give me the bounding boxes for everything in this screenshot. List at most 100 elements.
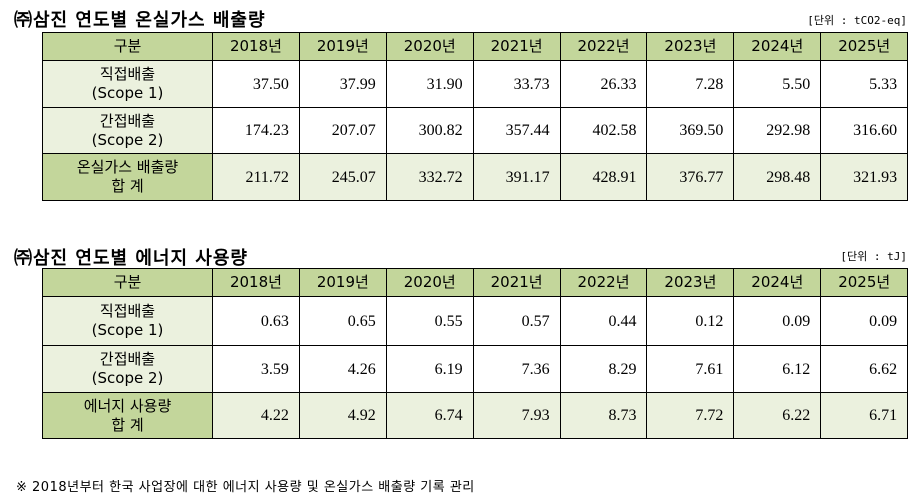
- row-label: 직접배출 (Scope 1): [42, 60, 213, 108]
- header-cell: 2023년: [646, 32, 735, 61]
- data-row: 직접배출 (Scope 1) 37.50 37.99 31.90 33.73 26.33 7.…: [42, 60, 909, 108]
- value-cell: 300.82: [385, 107, 474, 154]
- header-cell: 2018년: [212, 268, 300, 297]
- value-cell: 0.65: [298, 296, 387, 346]
- value-cell: 5.50: [733, 60, 822, 108]
- label-line: (Scope 1): [91, 84, 164, 102]
- value-cell: 292.98: [733, 107, 822, 154]
- value-cell: 7.72: [646, 392, 735, 439]
- header-cell: 2020년: [385, 268, 474, 297]
- label-line: 직접배출: [99, 302, 156, 320]
- table-title: ㈜삼진 연도별 온실가스 배출량: [14, 10, 266, 31]
- header-cell: 2018년: [212, 32, 300, 61]
- label-line: 간접배출: [99, 350, 156, 368]
- value-cell: 357.44: [472, 107, 561, 154]
- header-row: 구분 2018년 2019년 2020년 2021년 2022년 2023년 2024년 202…: [42, 268, 909, 297]
- data-row: 온실가스 배출량 합 계 211.72 245.07 332.72 391.17 428.9…: [42, 153, 909, 201]
- header-cell: 2019년: [298, 32, 387, 61]
- value-cell: 321.93: [820, 153, 909, 201]
- value-cell: 7.28: [646, 60, 735, 108]
- header-cell: 구분: [42, 32, 213, 61]
- data-table: 구분 2018년 2019년 2020년 2021년 2022년 2023년 2024년 202…: [42, 32, 909, 201]
- label-line: (Scope 2): [91, 130, 164, 149]
- value-cell: 6.71: [820, 392, 909, 439]
- header-cell: 2022년: [559, 268, 648, 297]
- value-cell: 332.72: [385, 153, 474, 201]
- value-cell: 0.44: [559, 296, 648, 346]
- header-cell: 2024년: [733, 32, 822, 61]
- value-cell: 6.19: [385, 345, 474, 393]
- label-line: 합 계: [111, 177, 144, 195]
- value-cell: 369.50: [646, 107, 735, 154]
- table-title: ㈜삼진 연도별 에너지 사용량: [14, 248, 248, 269]
- row-label: 간접배출 (Scope 2): [42, 107, 213, 154]
- value-cell: 0.12: [646, 296, 735, 346]
- label-line: 에너지 사용량: [83, 396, 172, 415]
- data-row: 간접배출 (Scope 2) 174.23 207.07 300.82 357.44 402…: [42, 107, 909, 154]
- value-cell: 0.55: [385, 296, 474, 346]
- unit-note: [단위 : tJ]: [840, 250, 907, 263]
- header-row: 구분 2018년 2019년 2020년 2021년 2022년 2023년 2024년 202…: [42, 32, 909, 61]
- row-label: 직접배출 (Scope 1): [42, 296, 213, 346]
- value-cell: 4.92: [298, 392, 387, 439]
- value-cell: 7.61: [646, 345, 735, 393]
- label-line: (Scope 1): [91, 321, 164, 339]
- value-cell: 33.73: [472, 60, 561, 108]
- value-cell: 207.07: [298, 107, 387, 154]
- value-cell: 298.48: [733, 153, 822, 201]
- header-cell: 2024년: [733, 268, 822, 297]
- value-cell: 26.33: [559, 60, 648, 108]
- header-cell: 2022년: [559, 32, 648, 61]
- label-line: 온실가스 배출량: [76, 158, 179, 176]
- header-cell: 구분: [42, 268, 213, 297]
- row-label: 온실가스 배출량 합 계: [42, 153, 213, 201]
- value-cell: 6.12: [733, 345, 822, 393]
- value-cell: 31.90: [385, 60, 474, 108]
- unit-note: [단위 : tCO2-eq]: [807, 14, 907, 27]
- value-cell: 0.09: [820, 296, 909, 346]
- header-cell: 2021년: [472, 268, 561, 297]
- label-line: 합 계: [111, 415, 144, 434]
- value-cell: 0.09: [733, 296, 822, 346]
- value-cell: 7.93: [472, 392, 561, 439]
- value-cell: 6.62: [820, 345, 909, 393]
- value-cell: 37.99: [298, 60, 387, 108]
- value-cell: 6.22: [733, 392, 822, 439]
- label-line: (Scope 2): [91, 369, 164, 387]
- data-row: 직접배출 (Scope 1) 0.63 0.65 0.55 0.57 0.44 0.12 0.0…: [42, 296, 909, 346]
- value-cell: 428.91: [559, 153, 648, 201]
- value-cell: 4.22: [212, 392, 300, 439]
- value-cell: 0.57: [472, 296, 561, 346]
- value-cell: 3.59: [212, 345, 300, 393]
- value-cell: 5.33: [820, 60, 909, 108]
- header-cell: 2020년: [385, 32, 474, 61]
- value-cell: 174.23: [212, 107, 300, 154]
- row-label: 에너지 사용량 합 계: [42, 392, 213, 439]
- header-cell: 2021년: [472, 32, 561, 61]
- value-cell: 4.26: [298, 345, 387, 393]
- data-table: 구분 2018년 2019년 2020년 2021년 2022년 2023년 2024년 202…: [42, 268, 909, 439]
- value-cell: 376.77: [646, 153, 735, 201]
- value-cell: 8.29: [559, 345, 648, 393]
- header-cell: 2025년: [820, 32, 909, 61]
- header-cell: 2019년: [298, 268, 387, 297]
- value-cell: 211.72: [212, 153, 300, 201]
- value-cell: 7.36: [472, 345, 561, 393]
- value-cell: 6.74: [385, 392, 474, 439]
- data-row: 에너지 사용량 합 계 4.22 4.92 6.74 7.93 8.73 7.72 6.22 6.…: [42, 392, 909, 439]
- value-cell: 37.50: [212, 60, 300, 108]
- header-cell: 2023년: [646, 268, 735, 297]
- value-cell: 8.73: [559, 392, 648, 439]
- value-cell: 0.63: [212, 296, 300, 346]
- value-cell: 245.07: [298, 153, 387, 201]
- footnote: ※ 2018년부터 한국 사업장에 대한 에너지 사용량 및 온실가스 배출량 …: [16, 480, 475, 495]
- data-row: 간접배출 (Scope 2) 3.59 4.26 6.19 7.36 8.29 7.61 6.1…: [42, 345, 909, 393]
- header-cell: 2025년: [820, 268, 909, 297]
- label-line: 간접배출: [99, 111, 156, 130]
- row-label: 간접배출 (Scope 2): [42, 345, 213, 393]
- value-cell: 391.17: [472, 153, 561, 201]
- value-cell: 316.60: [820, 107, 909, 154]
- label-line: 직접배출: [99, 65, 156, 83]
- value-cell: 402.58: [559, 107, 648, 154]
